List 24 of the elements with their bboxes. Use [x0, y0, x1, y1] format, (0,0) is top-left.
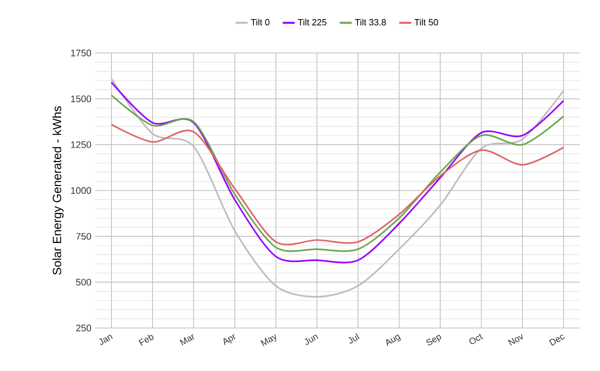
y-tick-label: 500 — [76, 278, 92, 286]
legend-label: Tilt 225 — [298, 18, 326, 26]
x-tick-label: Sep — [426, 334, 442, 346]
x-tick-label: Feb — [138, 334, 154, 346]
x-tick-label: Jan — [99, 334, 113, 345]
y-tick-label: 1750 — [71, 50, 92, 56]
x-tick-label: Oct — [469, 334, 484, 344]
y-tick-label: 250 — [76, 324, 92, 332]
x-tick-label: Jun — [304, 334, 318, 345]
y-tick-label: 1500 — [71, 95, 92, 102]
x-tick-label: Nov — [508, 334, 523, 346]
x-tick-label: Apr — [224, 334, 236, 346]
legend-label: Tilt 0 — [250, 18, 270, 26]
x-tick-label: Dec — [549, 334, 565, 346]
y-tick-label: 1000 — [71, 187, 92, 194]
legend-label: Tilt 33.8 — [354, 18, 386, 26]
y-tick-label: 1250 — [71, 141, 92, 148]
legend-label: Tilt 50 — [414, 18, 438, 26]
y-axis-title: Solar Energy Generated - kWhs — [52, 106, 64, 275]
x-tick-label: Jul — [348, 333, 360, 344]
x-tick-label: May — [260, 334, 276, 346]
x-tick-label: Mar — [180, 334, 194, 346]
x-tick-label: Aug — [386, 334, 401, 346]
y-tick-label: 750 — [76, 232, 92, 240]
